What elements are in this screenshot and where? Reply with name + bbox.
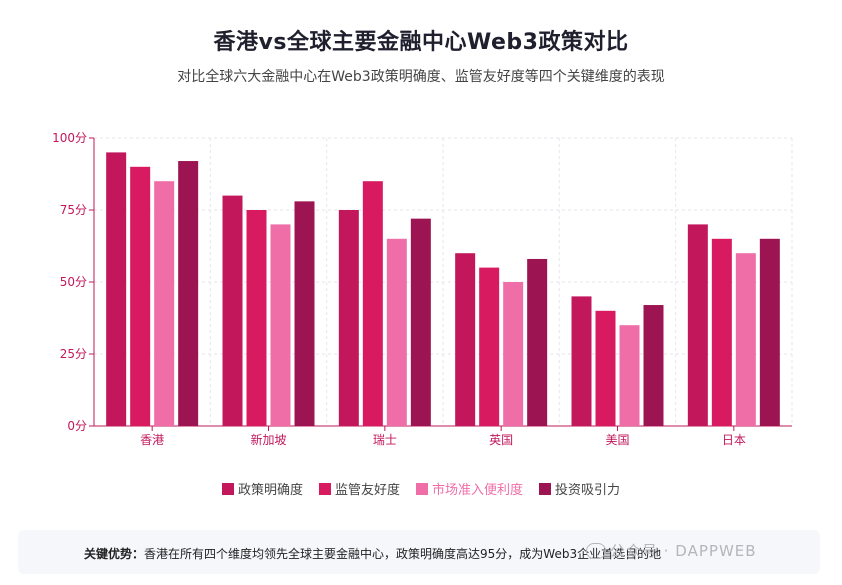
bar	[759, 238, 780, 426]
chart-legend: 政策明确度 监管友好度 市场准入便利度 投资吸引力	[0, 479, 842, 498]
legend-item[interactable]: 监管友好度	[318, 479, 400, 498]
y-tick-label: 75分	[60, 203, 87, 217]
watermark-text: 公众号 · DAPPWEB	[610, 542, 757, 560]
wechat-icon	[586, 542, 606, 559]
bar	[270, 224, 291, 426]
note-label: 关键优势：	[84, 547, 145, 561]
legend-swatch	[539, 482, 552, 495]
bar	[130, 166, 151, 427]
x-tick-label: 香港	[140, 433, 164, 447]
legend-swatch	[416, 482, 428, 495]
bar	[571, 296, 592, 426]
legend-label: 投资吸引力	[555, 483, 621, 498]
bar	[619, 325, 640, 426]
legend-swatch	[318, 482, 331, 495]
legend-label: 监管友好度	[334, 483, 400, 498]
y-tick-label: 50分	[60, 275, 87, 289]
bar	[154, 181, 175, 426]
bar	[222, 195, 243, 426]
bar	[687, 224, 708, 426]
bar	[178, 161, 199, 426]
bar	[362, 181, 383, 426]
bar	[386, 238, 407, 426]
key-advantage-note: 关键优势：香港在所有四个维度均领先全球主要金融中心，政策明确度高达95分，成为W…	[18, 530, 820, 574]
x-tick-label: 瑞士	[373, 433, 397, 447]
bar	[503, 282, 524, 426]
bar	[643, 305, 664, 426]
watermark: 公众号 · DAPPWEB	[586, 540, 757, 561]
y-tick-label: 100分	[52, 131, 87, 145]
chart-title: 香港vs全球主要金融中心Web3政策对比	[213, 30, 629, 55]
bar	[711, 238, 732, 426]
bar	[527, 258, 548, 426]
note-body: 香港在所有四个维度均领先全球主要金融中心，政策明确度高达95分，成为Web3企业…	[144, 547, 662, 561]
bar	[338, 210, 359, 426]
legend-item[interactable]: 市场准入便利度	[416, 479, 523, 498]
legend-swatch	[221, 482, 234, 495]
legend-label: 市场准入便利度	[432, 483, 524, 498]
bar	[455, 253, 476, 426]
bar	[294, 201, 315, 426]
bar	[106, 152, 127, 426]
x-tick-label: 日本	[722, 433, 746, 447]
x-tick-label: 美国	[605, 433, 629, 447]
bar	[410, 218, 431, 426]
x-tick-label: 新加坡	[250, 432, 286, 447]
y-tick-label: 25分	[60, 347, 87, 361]
x-tick-label: 英国	[489, 433, 513, 447]
legend-item[interactable]: 政策明确度	[221, 479, 303, 498]
legend-label: 政策明确度	[237, 483, 303, 498]
y-tick-label: 0分	[67, 419, 87, 433]
note-text: 关键优势：香港在所有四个维度均领先全球主要金融中心，政策明确度高达95分，成为W…	[84, 545, 661, 562]
legend-item[interactable]: 投资吸引力	[539, 479, 620, 498]
chart-subtitle: 对比全球六大金融中心在Web3政策明确度、监管友好度等四个关键维度的表现	[177, 69, 665, 85]
bar	[595, 310, 616, 426]
bar	[479, 267, 500, 426]
bar	[246, 210, 267, 426]
bar	[735, 253, 756, 426]
